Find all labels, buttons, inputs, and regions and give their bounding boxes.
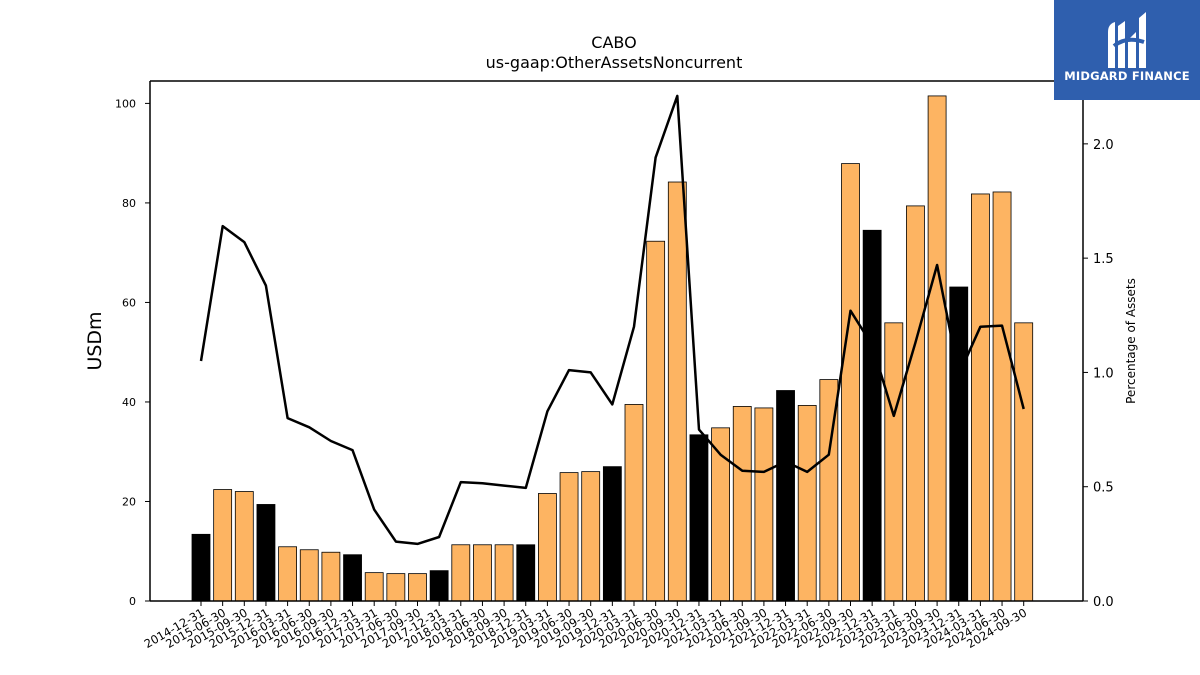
midgard-logo: MIDGARD FINANCE [1054, 0, 1200, 100]
bar [949, 286, 969, 602]
axes-group [145, 80, 1088, 606]
logo-text: MIDGARD FINANCE [1064, 69, 1190, 83]
bar [689, 434, 709, 602]
bar [408, 573, 427, 602]
x-tick-labels: 2014-12-312015-06-302015-09-302015-12-31… [142, 605, 1030, 651]
bar [278, 546, 298, 602]
bar [429, 570, 449, 602]
bar [386, 573, 406, 602]
bar [884, 322, 904, 602]
bar [494, 544, 514, 602]
bar [862, 229, 882, 602]
chart-subtitle: us-gaap:OtherAssetsNoncurrent [486, 53, 743, 72]
bar [732, 406, 752, 602]
bar [776, 390, 795, 602]
bar [797, 405, 817, 602]
bars-group [191, 95, 1034, 602]
bar [213, 489, 233, 602]
bar [992, 191, 1012, 602]
y2-tick-label: 0.0 [1093, 595, 1114, 610]
line-group [199, 94, 1025, 546]
y-axis-label: USDm [84, 311, 106, 370]
series-line [199, 94, 1025, 546]
y2-tick-label: 1.5 [1093, 252, 1114, 267]
bar [538, 493, 557, 602]
bar [754, 407, 774, 602]
y-tick-label: 40 [122, 396, 136, 409]
bar [343, 554, 362, 602]
bar [234, 491, 254, 602]
bar [559, 472, 579, 602]
bar [667, 181, 687, 602]
y-tick-label: 60 [122, 296, 136, 309]
bar [646, 240, 666, 602]
bar [971, 193, 990, 602]
midgard-logo-icon [1108, 12, 1146, 68]
y-tick-label: 80 [122, 197, 136, 210]
bar [906, 205, 925, 602]
y2-tick-label: 0.5 [1093, 481, 1114, 496]
y-tick-label: 0 [129, 595, 136, 608]
bar [841, 163, 860, 602]
bar [624, 404, 644, 602]
bar [473, 544, 492, 602]
bar [256, 504, 276, 602]
y-tick-labels: 0 20 40 60 80 100 [115, 97, 136, 608]
y-tick-label: 20 [122, 495, 136, 508]
y2-axis-label: Percentage of Assets [1124, 278, 1138, 404]
y-tick-label: 100 [115, 97, 136, 110]
chart-title: CABO [591, 33, 636, 52]
bar [364, 572, 384, 602]
y2-tick-label: 2.0 [1093, 138, 1114, 153]
bar [927, 95, 947, 602]
bar [516, 544, 536, 602]
bar [451, 544, 471, 602]
bar [299, 549, 319, 602]
bar [1014, 322, 1034, 602]
bar [321, 551, 341, 602]
bar [581, 471, 601, 602]
bar [191, 533, 211, 602]
y2-tick-label: 1.0 [1093, 366, 1114, 381]
bar [602, 466, 622, 602]
y2-tick-labels: 0.0 0.5 1.0 1.5 2.0 [1093, 138, 1114, 610]
